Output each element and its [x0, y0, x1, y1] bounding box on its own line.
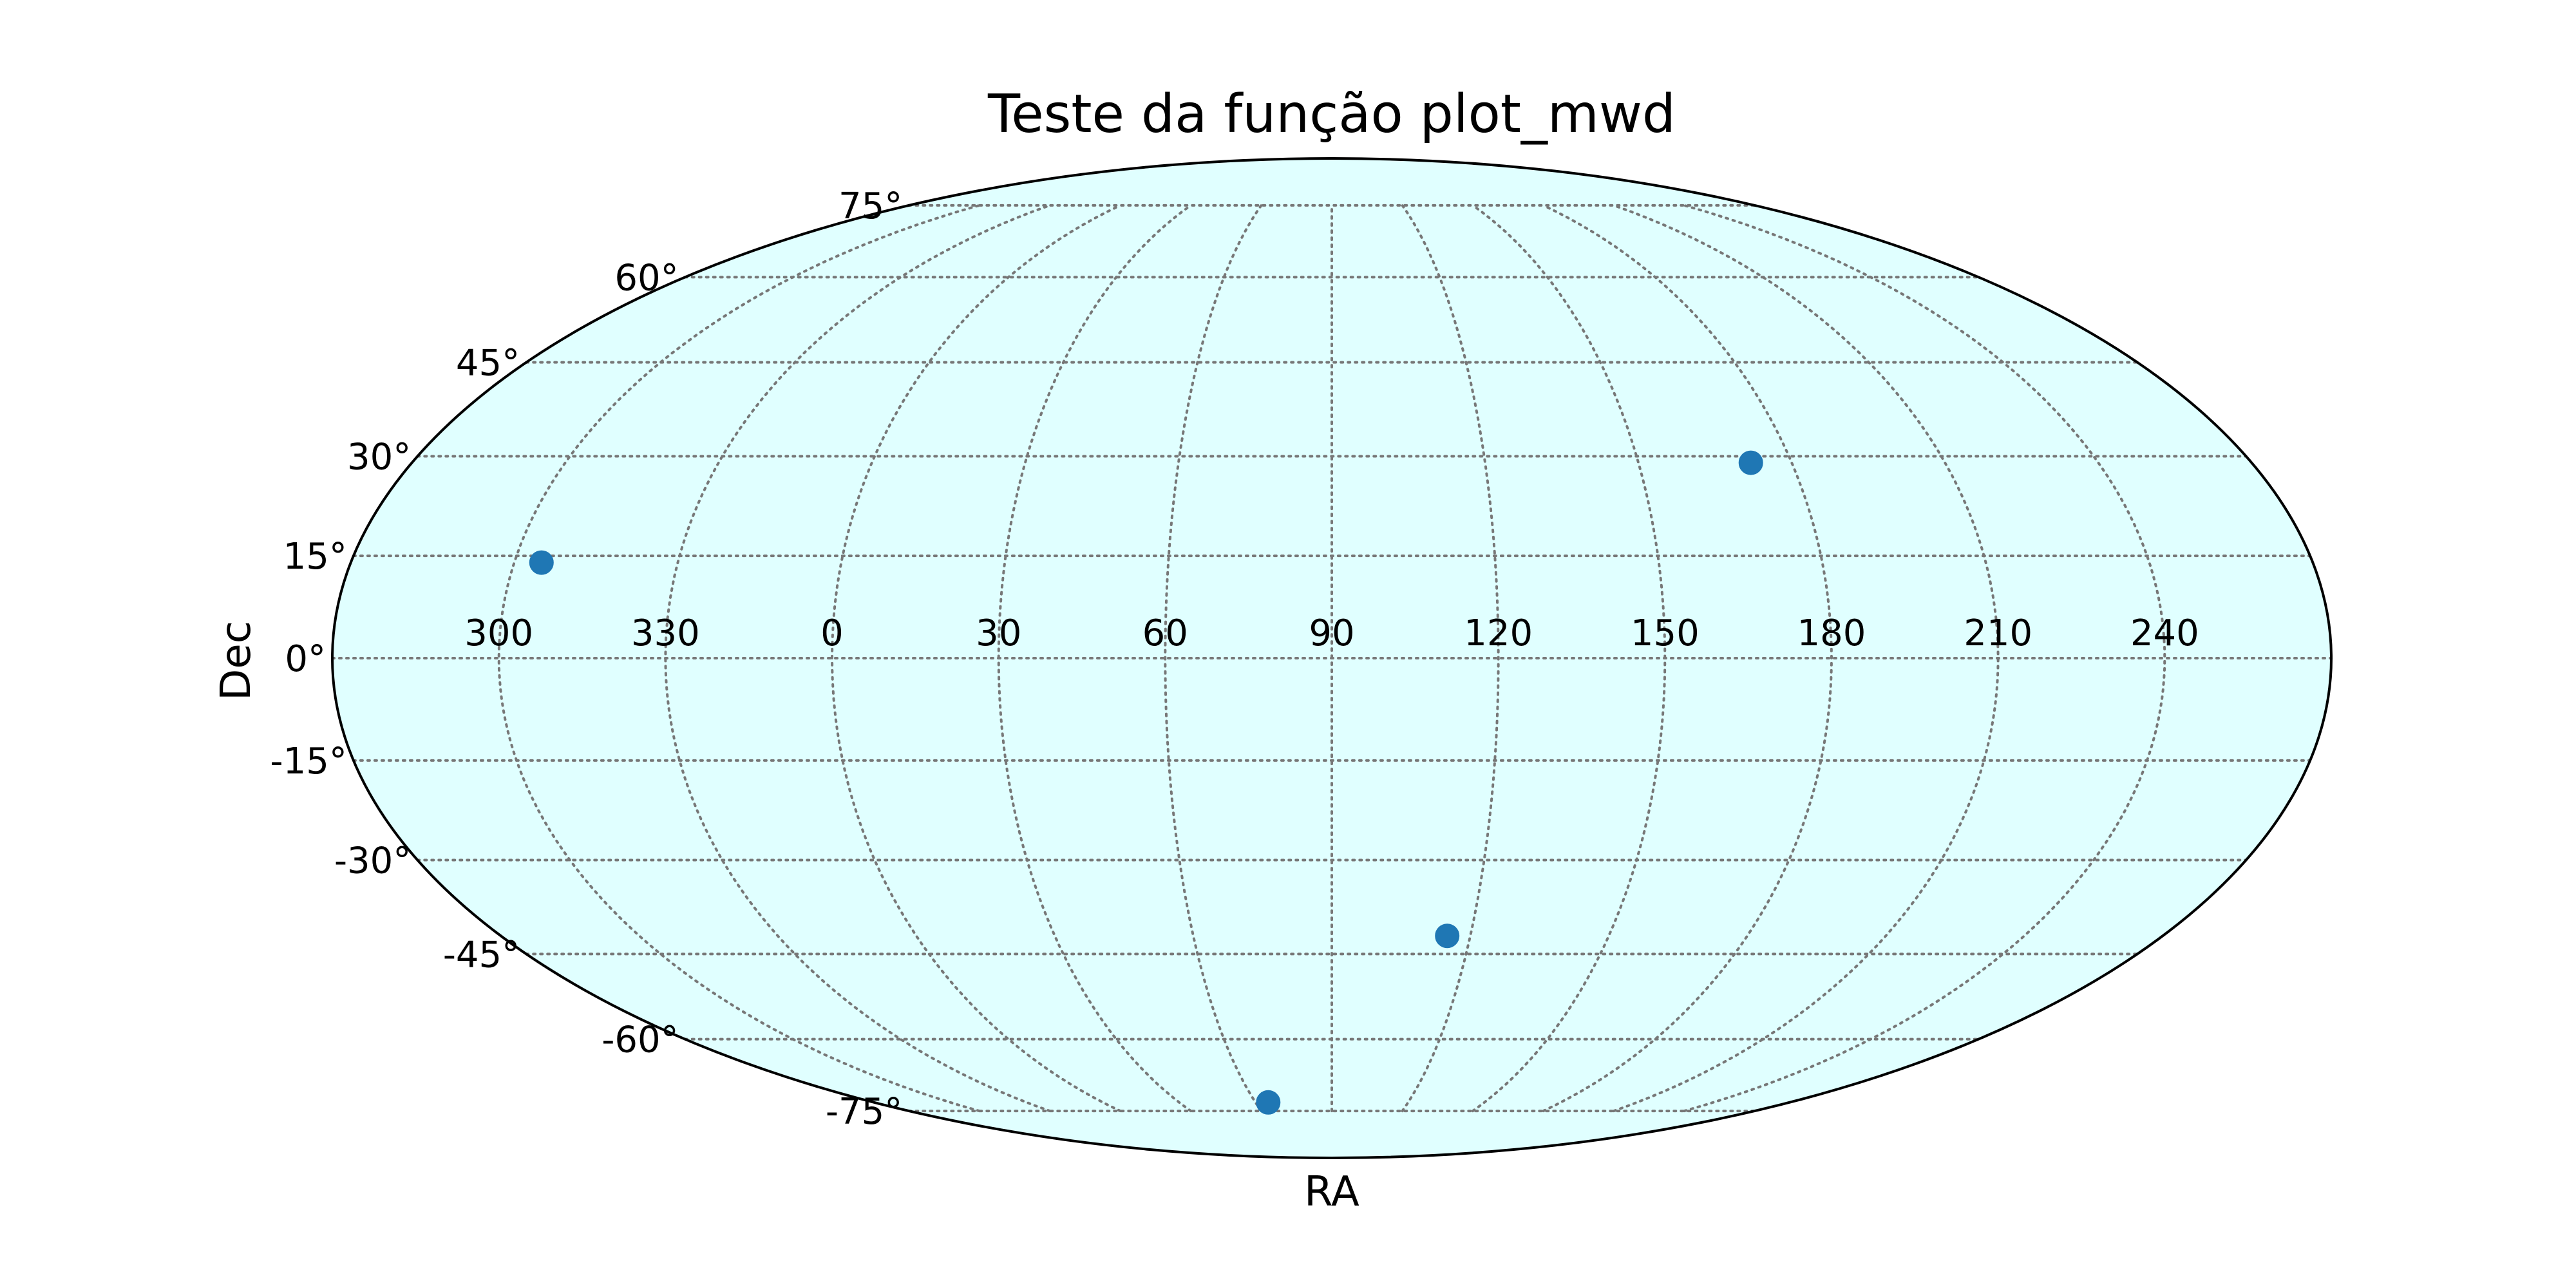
- dec-tick-label: -60°: [601, 1019, 678, 1061]
- data-point: [1435, 923, 1460, 949]
- dec-tick-label: -15°: [270, 741, 346, 782]
- dec-tick-label: -75°: [826, 1091, 902, 1133]
- ra-tick-label: 90: [1309, 612, 1354, 654]
- dec-tick-label: 60°: [614, 257, 678, 299]
- meridian-gridline: [497, 204, 981, 1113]
- dec-tick-label: 15°: [283, 536, 347, 578]
- ra-tick-label: 300: [464, 612, 533, 654]
- meridian-gridline: [1164, 204, 1263, 1113]
- data-point: [1256, 1090, 1281, 1115]
- meridian-gridline: [1542, 204, 1833, 1113]
- dec-tick-label: 30°: [347, 437, 411, 478]
- ra-tick-label: 60: [1142, 612, 1188, 654]
- ra-tick-label: 0: [820, 612, 844, 654]
- meridian-gridline: [830, 204, 1122, 1113]
- ra-tick-label: 150: [1631, 612, 1700, 654]
- ra-tick-label: 180: [1797, 612, 1866, 654]
- ra-tick-label: 30: [976, 612, 1021, 654]
- dec-tick-label: 0°: [285, 638, 326, 680]
- dec-tick-label: 45°: [456, 343, 520, 384]
- ra-tick-label: 330: [631, 612, 700, 654]
- dec-tick-label: 75°: [838, 185, 902, 227]
- data-point: [529, 550, 554, 575]
- chart-title: Teste da função plot_mwd: [987, 84, 1676, 145]
- meridian-gridline: [1683, 204, 2166, 1113]
- dec-tick-label: -30°: [334, 840, 411, 882]
- data-point: [1738, 450, 1763, 475]
- ra-tick-label: 120: [1464, 612, 1533, 654]
- dec-tick-label: -45°: [443, 934, 520, 976]
- x-axis-label: RA: [1304, 1168, 1359, 1216]
- y-axis-label: Dec: [213, 621, 260, 701]
- ra-tick-label: 240: [2130, 612, 2199, 654]
- ra-tick-label: 210: [1964, 612, 2032, 654]
- plot-outline: [331, 157, 2333, 1159]
- meridian-gridline: [1401, 204, 1500, 1113]
